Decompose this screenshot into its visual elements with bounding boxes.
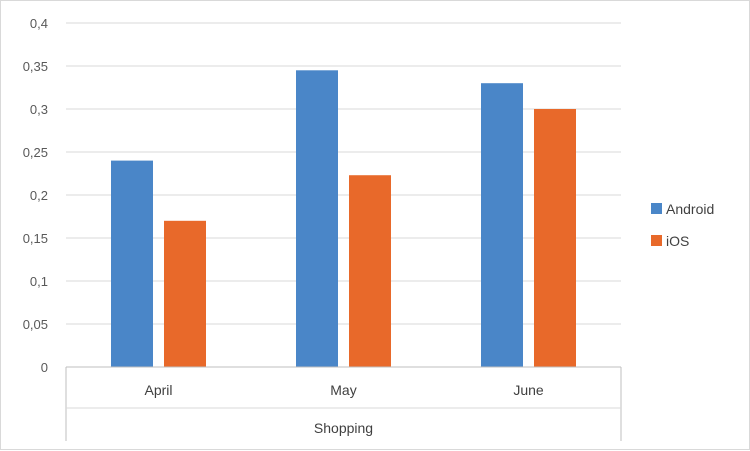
y-tick-label: 0,35 (23, 59, 48, 74)
gridlines (66, 22, 621, 325)
y-tick-label: 0,25 (23, 145, 48, 160)
x-group-label: Shopping (314, 420, 373, 436)
bars (111, 70, 576, 368)
y-tick-label: 0 (41, 360, 48, 375)
x-tick-label: June (513, 382, 544, 398)
y-tick-label: 0,3 (30, 102, 48, 117)
y-tick-label: 0,4 (30, 16, 48, 31)
y-tick-label: 0,05 (23, 317, 48, 332)
y-tick-label: 0,1 (30, 274, 48, 289)
legend-label-ios: iOS (666, 233, 689, 249)
x-axis: April May June Shopping (65, 366, 622, 441)
legend-swatch-ios (651, 235, 662, 246)
legend: Android iOS (651, 201, 714, 249)
bar-android-april (111, 160, 153, 367)
legend-swatch-android (651, 203, 662, 214)
x-tick-label: May (330, 382, 356, 398)
y-tick-label: 0,15 (23, 231, 48, 246)
legend-label-android: Android (666, 201, 714, 217)
bar-ios-april (164, 220, 206, 367)
x-tick-label: April (144, 382, 172, 398)
bar-ios-june (534, 109, 576, 367)
bar-ios-may (349, 175, 391, 367)
y-axis-tick-labels: 0 0,05 0,1 0,15 0,2 0,25 0,3 0,35 0,4 (23, 16, 48, 375)
bar-android-june (481, 83, 523, 367)
bar-android-may (296, 70, 338, 368)
y-tick-label: 0,2 (30, 188, 48, 203)
